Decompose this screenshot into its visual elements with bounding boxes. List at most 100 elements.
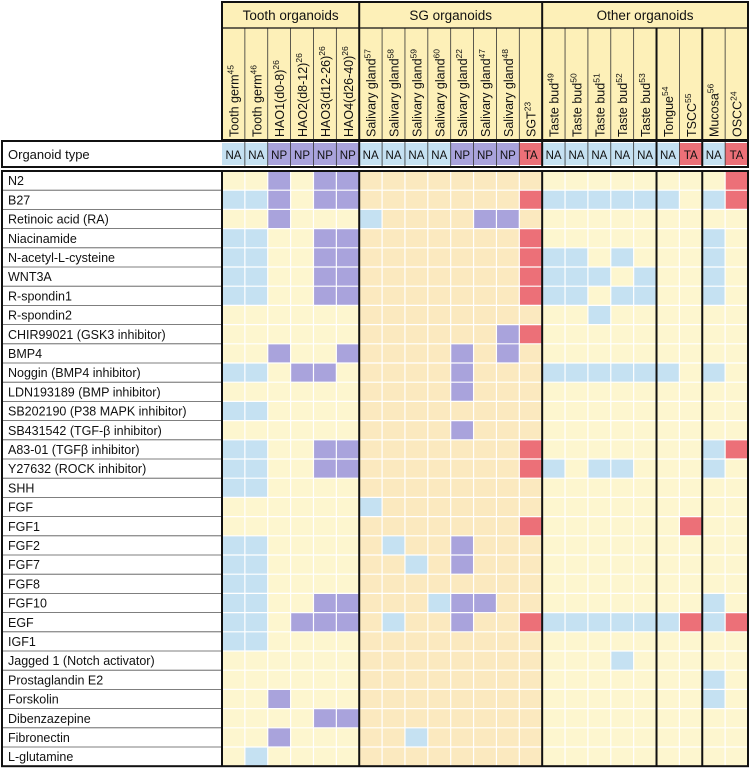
cell-jagged-1-notch-activator-c16 [587,651,611,671]
cell-n2-c11 [473,171,497,191]
cell-shh-c0 [222,478,245,498]
column-header-hao2-d8-12-26: HAO2(d8-12)26 [294,53,310,137]
cell-fgf2-c18 [633,535,657,555]
cell-bmp4-c8 [404,343,428,363]
cell-fgf7-c6 [359,555,383,575]
cell-fgf-c0 [222,497,245,517]
cell-fgf1-c6 [359,516,383,536]
cell-fgf-c7 [382,497,405,517]
cell-n2-c21 [702,171,726,191]
cell-prostaglandin-e2-c13 [519,670,543,690]
cell-fgf10-c15 [565,593,588,613]
cell-n-acetyl-l-cysteine-c17 [610,247,634,267]
cell-fgf7-c21 [702,555,726,575]
cell-fgf2-c8 [404,535,428,555]
type-cell-c14 [542,143,566,165]
cell-prostaglandin-e2-c16 [587,670,611,690]
cell-l-glutamine-c17 [610,747,634,767]
cell-l-glutamine-c20 [679,747,703,767]
type-cell-c10 [450,143,474,165]
cell-n-acetyl-l-cysteine-c16 [587,247,611,267]
cell-niacinamide-c9 [427,228,451,248]
row-label-a83-01-tgf-inhibitor: A83-01 (TGFβ inhibitor) [8,443,140,457]
row-label-noggin-bmp4-inhibitor: Noggin (BMP4 inhibitor) [8,366,141,380]
cell-igf1-c17 [610,631,634,651]
cell-jagged-1-notch-activator-c4 [313,651,337,671]
cell-retinoic-acid-ra-c17 [610,209,634,229]
cell-dibenzazepine-c14 [542,708,566,728]
cell-sb431542-tgf-inhibitor-c11 [473,420,497,440]
cell-wnt3a-c16 [587,267,611,287]
cell-noggin-bmp4-inhibitor-c0 [222,363,245,383]
cell-wnt3a-c17 [610,267,634,287]
cell-chir99021-gsk3-inhibitor-c20 [679,324,703,344]
cell-noggin-bmp4-inhibitor-c14 [542,363,566,383]
cell-sb431542-tgf-inhibitor-c8 [404,420,428,440]
cell-fgf1-c7 [382,516,405,536]
cell-jagged-1-notch-activator-c14 [542,651,566,671]
cell-sb431542-tgf-inhibitor-c19 [656,420,680,440]
cell-sb202190-p38-mapk-inhibitor-c12 [496,401,520,421]
cell-retinoic-acid-ra-c15 [565,209,588,229]
cell-b27-c22 [725,190,748,210]
cell-fibronectin-c1 [244,727,268,747]
cell-wnt3a-c12 [496,267,520,287]
cell-sb202190-p38-mapk-inhibitor-c10 [450,401,474,421]
cell-chir99021-gsk3-inhibitor-c9 [427,324,451,344]
cell-fgf1-c4 [313,516,337,536]
row-label-igf1: IGF1 [8,635,36,649]
cell-forskolin-c21 [702,689,726,709]
cell-dibenzazepine-c2 [267,708,291,728]
cell-niacinamide-c2 [267,228,291,248]
cell-chir99021-gsk3-inhibitor-c11 [473,324,497,344]
cell-r-spondin2-c3 [290,305,314,325]
row-label-egf: EGF [8,616,34,630]
cell-ldn193189-bmp-inhibitor-c5 [336,382,360,402]
column-header-sup-26: 26 [340,46,350,56]
cell-retinoic-acid-ra-c1 [244,209,268,229]
cell-prostaglandin-e2-c12 [496,670,520,690]
cell-r-spondin1-c20 [679,286,703,306]
cell-jagged-1-notch-activator-c8 [404,651,428,671]
cell-r-spondin2-c9 [427,305,451,325]
cell-bmp4-c7 [382,343,405,363]
cell-egf-c10 [450,612,474,632]
cell-prostaglandin-e2-c15 [565,670,588,690]
cell-sb202190-p38-mapk-inhibitor-c14 [542,401,566,421]
cell-chir99021-gsk3-inhibitor-c1 [244,324,268,344]
cell-niacinamide-c17 [610,228,634,248]
cell-prostaglandin-e2-c0 [222,670,245,690]
cell-igf1-c18 [633,631,657,651]
column-header-sup-48: 48 [500,49,510,59]
cell-egf-c21 [702,612,726,632]
cell-y27632-rock-inhibitor-c19 [656,459,680,479]
column-header-sup-24: 24 [729,91,739,101]
cell-wnt3a-c14 [542,267,566,287]
column-header-salivary-gland-22: Salivary gland22 [454,49,470,137]
cell-retinoic-acid-ra-c20 [679,209,703,229]
cell-jagged-1-notch-activator-c2 [267,651,291,671]
cell-a83-01-tgf-inhibitor-c21 [702,439,726,459]
cell-l-glutamine-c19 [656,747,680,767]
cell-a83-01-tgf-inhibitor-c16 [587,439,611,459]
cell-jagged-1-notch-activator-c5 [336,651,360,671]
row-label-b27: B27 [8,193,30,207]
cell-fgf10-c12 [496,593,520,613]
cell-wnt3a-c1 [244,267,268,287]
cell-sb202190-p38-mapk-inhibitor-c16 [587,401,611,421]
cell-fgf10-c10 [450,593,474,613]
cell-prostaglandin-e2-c14 [542,670,566,690]
cell-fgf10-c16 [587,593,611,613]
cell-shh-c11 [473,478,497,498]
row-label-ldn193189-bmp-inhibitor: LDN193189 (BMP inhibitor) [8,385,161,399]
cell-shh-c12 [496,478,520,498]
column-header-sup-57: 57 [363,49,373,59]
cell-fibronectin-c16 [587,727,611,747]
cell-forskolin-c8 [404,689,428,709]
row-label-r-spondin2: R-spondin2 [8,309,72,323]
cell-dibenzazepine-c4 [313,708,337,728]
cell-chir99021-gsk3-inhibitor-c2 [267,324,291,344]
cell-n-acetyl-l-cysteine-c1 [244,247,268,267]
type-label-c10: NP [454,150,470,162]
column-header-salivary-gland-47: Salivary gland47 [477,49,493,137]
